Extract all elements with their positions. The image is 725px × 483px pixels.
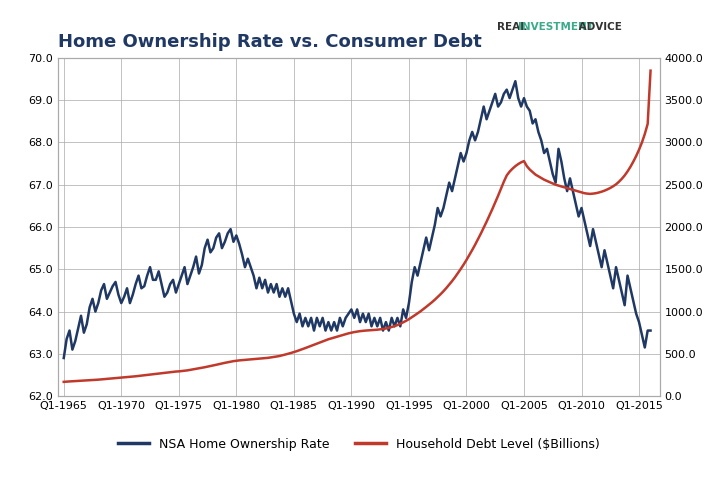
Legend: NSA Home Ownership Rate, Household Debt Level ($Billions): NSA Home Ownership Rate, Household Debt … — [113, 433, 605, 456]
Text: Home Ownership Rate vs. Consumer Debt: Home Ownership Rate vs. Consumer Debt — [58, 33, 481, 51]
Text: ...: ... — [472, 19, 484, 29]
Text: ADVICE: ADVICE — [575, 22, 622, 32]
Text: INVESTMENT: INVESTMENT — [518, 22, 594, 32]
Text: REAL: REAL — [497, 22, 530, 32]
